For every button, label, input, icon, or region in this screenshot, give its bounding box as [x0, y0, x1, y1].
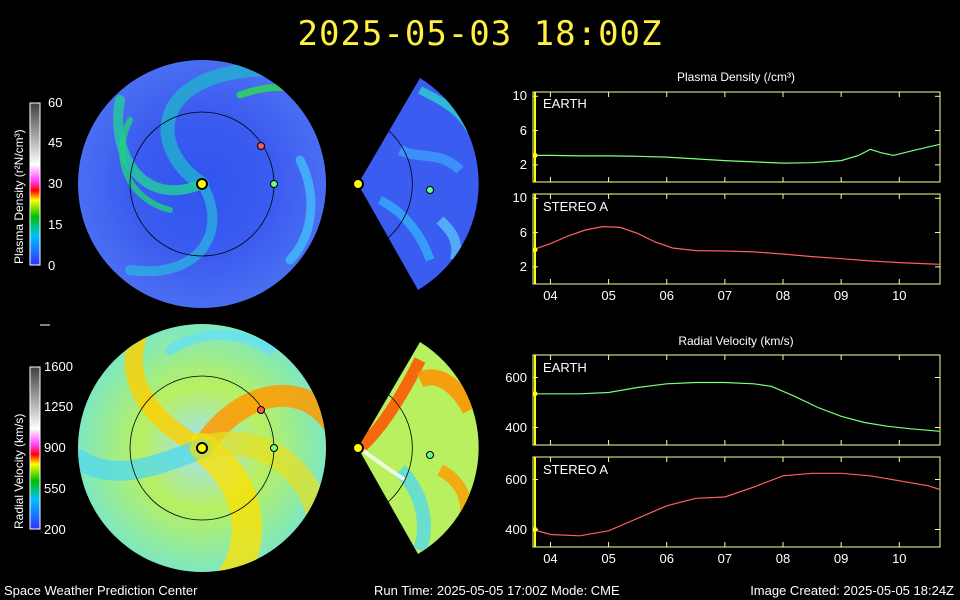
stereo-series-line: [532, 225, 941, 265]
density-colorbar-tick: 30: [48, 176, 63, 191]
density-colorbar-tick: 0: [48, 258, 56, 273]
earth-series-line: [533, 143, 941, 164]
velocity-wedge: [358, 342, 479, 554]
velocity-colorbar-tick: 1250: [44, 399, 73, 414]
earth-marker-density: [270, 180, 278, 188]
timestamp-title: 2025-05-03 18:00Z: [297, 14, 663, 54]
density-wedge: [358, 78, 479, 290]
x-tick-label: 07: [717, 551, 733, 566]
velocity-colorbar-tick: 550: [44, 481, 66, 496]
time-series-plots: [532, 91, 941, 548]
panel-label-stereo-density: STEREO A: [543, 199, 609, 214]
y-tick-label: 6: [519, 122, 527, 138]
y-tick-label: 600: [505, 369, 527, 385]
plot-frame: [532, 354, 941, 446]
sun-marker-density: [196, 178, 208, 190]
x-tick-label: 09: [833, 551, 849, 566]
stereo-marker-velocity: [257, 406, 265, 414]
velocity-plot-title: Radial Velocity (km/s): [678, 334, 794, 348]
plot-frame: [532, 456, 941, 548]
footer-run-info: Run Time: 2025-05-05 17:00Z Mode: CME: [374, 583, 620, 598]
x-tick-label: 07: [717, 288, 733, 303]
panel-label-earth-density: EARTH: [543, 96, 587, 111]
footer-image-created: Image Created: 2025-05-05 18:24Z: [750, 583, 954, 598]
earth-marker-velocity: [270, 444, 278, 452]
panel-label-stereo-velocity: STEREO A: [543, 462, 609, 477]
x-tick-label: 06: [659, 551, 674, 566]
x-tick-label: 09: [833, 288, 849, 303]
x-tick-label: 04: [543, 551, 558, 566]
sun-marker-velocity-wedge: [352, 442, 364, 454]
earth-series-line: [533, 381, 941, 432]
velocity-colorbar-tick: 900: [44, 440, 66, 455]
density-colorbar-tick: 15: [48, 217, 63, 232]
velocity-colorbar-label: Radial Velocity (km/s): [12, 413, 26, 529]
y-tick-label: 10: [512, 190, 527, 206]
x-tick-label: 08: [775, 288, 791, 303]
y-tick-label: 10: [512, 88, 527, 104]
density-colorbar: [29, 102, 41, 266]
stereo-marker-density: [257, 142, 265, 150]
velocity-colorbar-tick: 200: [44, 522, 66, 537]
earth-marker-density-wedge: [426, 186, 434, 194]
x-tick-label: 04: [543, 288, 558, 303]
density-plot-title: Plasma Density (/cm³): [676, 70, 795, 84]
y-tick-label: 6: [519, 224, 527, 240]
y-tick-label: 2: [519, 258, 527, 274]
y-tick-label: 400: [505, 521, 527, 537]
x-tick-label: 10: [892, 288, 907, 303]
current-value-marker: [532, 152, 538, 158]
panel-label-earth-velocity: EARTH: [543, 360, 587, 375]
current-value-marker: [532, 391, 538, 397]
x-tick-label: 06: [659, 288, 674, 303]
sun-marker-velocity: [196, 442, 208, 454]
footer-organization: Space Weather Prediction Center: [4, 583, 198, 598]
sun-marker-density-wedge: [352, 178, 364, 190]
density-colorbar-tick: 60: [48, 95, 63, 110]
density-colorbar-tick: 45: [48, 135, 63, 150]
y-tick-label: 400: [505, 419, 527, 435]
y-tick-label: 600: [505, 471, 527, 487]
x-tick-label: 05: [601, 288, 616, 303]
velocity-colorbar: [29, 366, 41, 530]
y-tick-label: 2: [519, 156, 527, 172]
stereo-series-line: [532, 472, 941, 537]
x-tick-label: 08: [775, 551, 791, 566]
earth-marker-velocity-wedge: [426, 451, 434, 459]
plot-frame: [532, 91, 941, 183]
x-tick-label: 05: [601, 551, 616, 566]
density-colorbar-label: Plasma Density (r²N/cm³): [12, 129, 26, 264]
velocity-colorbar-tick: 1600: [44, 359, 73, 374]
plot-frame: [532, 193, 941, 285]
x-tick-label: 10: [892, 551, 907, 566]
current-value-marker: [532, 247, 538, 253]
